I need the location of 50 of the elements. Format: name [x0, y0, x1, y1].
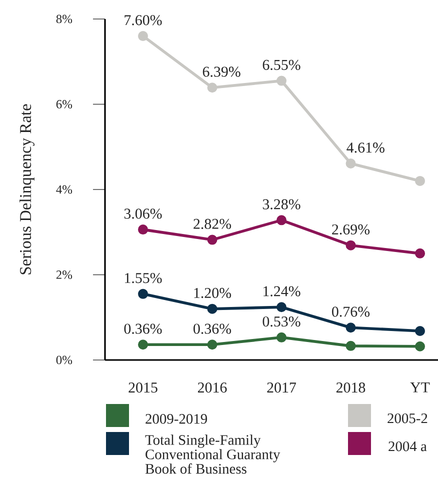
point — [346, 240, 356, 250]
x-tick-label: 2015 — [128, 382, 158, 393]
point — [207, 340, 218, 350]
legend-label: 2005-2 — [388, 413, 428, 424]
legend-label: Total Single-Family Conventional Guaranty Book of Business — [145, 434, 280, 474]
x-tick-label: 2017 — [267, 382, 296, 393]
point — [138, 31, 148, 42]
point — [138, 288, 148, 299]
point — [207, 304, 218, 314]
legend-label: 2004 a — [388, 441, 427, 452]
point — [276, 332, 286, 342]
y-tick-label: 4% — [56, 185, 72, 194]
x-tick-label: 2018 — [336, 382, 366, 393]
point — [415, 326, 425, 336]
data-label: 3.28% — [262, 199, 300, 210]
point — [276, 76, 286, 86]
data-label: 2.69% — [332, 224, 370, 235]
point — [346, 322, 356, 333]
data-label: 6.55% — [262, 60, 300, 70]
point — [207, 82, 218, 93]
point — [276, 302, 286, 312]
point — [415, 176, 425, 186]
data-label: 6.39% — [202, 66, 240, 77]
data-label: 3.06% — [124, 208, 162, 219]
point — [138, 340, 148, 350]
point — [276, 215, 286, 226]
data-label: 1.24% — [264, 286, 300, 296]
y-axis-title: Serious Delinquency Rate — [20, 104, 34, 274]
point — [346, 158, 356, 168]
point — [415, 248, 425, 258]
data-label: 7.60% — [124, 15, 162, 26]
point — [346, 340, 356, 351]
y-tick-label: 6% — [56, 100, 72, 108]
data-label: 0.36% — [194, 324, 232, 334]
x-tick-label: 2016 — [198, 382, 227, 393]
y-tick-label: 8% — [56, 14, 72, 24]
y-tick-label: 0% — [56, 356, 72, 364]
data-label: 1.55% — [125, 272, 162, 284]
point — [207, 234, 218, 245]
x-tick-label: YT — [410, 382, 430, 392]
data-label: 0.36% — [124, 324, 162, 334]
point — [138, 224, 148, 235]
legend-label: 2009-2019 — [146, 414, 208, 424]
data-label: 0.53% — [262, 316, 300, 327]
data-label: 2.82% — [194, 218, 232, 230]
point — [415, 341, 425, 352]
data-label: 1.20% — [194, 288, 232, 298]
y-tick-label: 2% — [56, 270, 72, 279]
data-label: 0.76% — [332, 306, 370, 317]
data-label: 4.61% — [346, 142, 384, 153]
